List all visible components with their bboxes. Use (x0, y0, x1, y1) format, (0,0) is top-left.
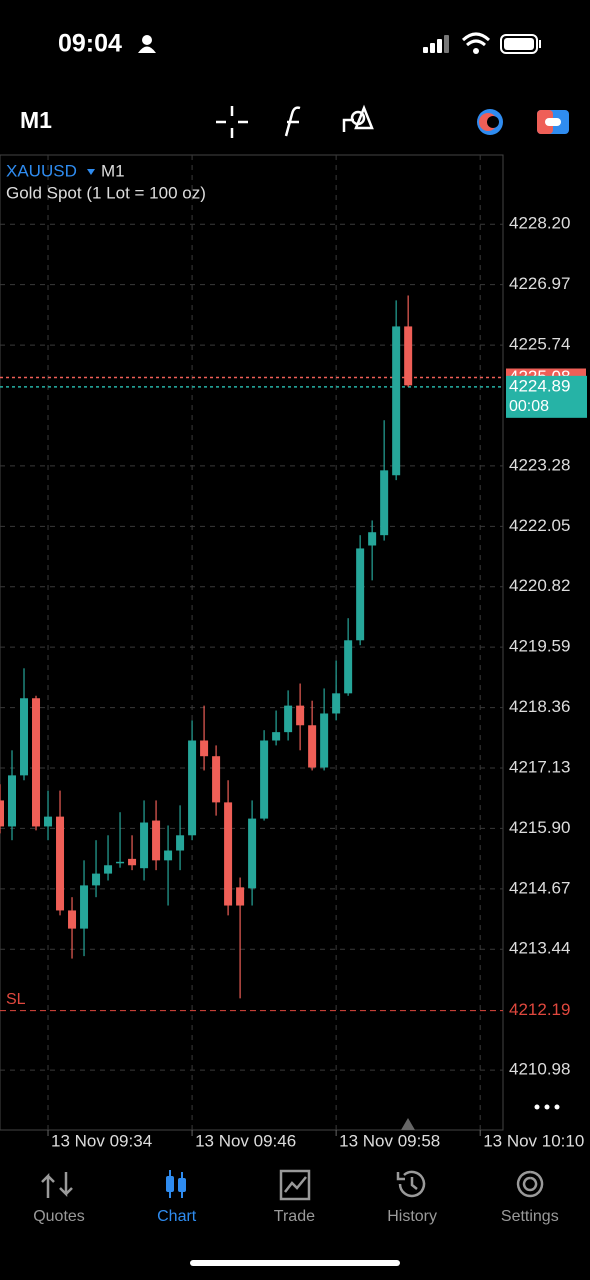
toolbar-icons[interactable] (216, 104, 374, 138)
candle-body (404, 326, 413, 386)
y-tick-label: 4215.90 (509, 818, 570, 837)
tab[interactable]: Quotes (33, 1172, 85, 1225)
y-tick-label: 4214.67 (509, 878, 570, 897)
x-tick-label: 13 Nov 09:34 (51, 1131, 152, 1150)
candle-body (380, 470, 389, 536)
y-tick-label: 4220.82 (509, 576, 570, 595)
tab[interactable]: History (387, 1170, 437, 1225)
candle-body (32, 698, 41, 827)
candle-body (272, 732, 281, 741)
candle-body (368, 532, 377, 546)
y-tick-label: 4219.59 (509, 637, 570, 656)
candle-body (140, 822, 149, 869)
timeframe-button[interactable]: M1 (20, 107, 52, 133)
candle-body (212, 756, 221, 803)
candle-body (200, 740, 209, 757)
bid-label-box (506, 375, 587, 418)
tab-icon (279, 1169, 311, 1201)
y-tick-label: 4223.28 (509, 455, 570, 474)
tab-icon (41, 1172, 73, 1198)
x-tick-label: 13 Nov 09:46 (195, 1131, 296, 1150)
candle-body (20, 698, 29, 776)
candle-body (284, 705, 293, 733)
status-icons (138, 32, 541, 54)
candle-body (260, 740, 269, 819)
candle-body (248, 818, 257, 889)
y-tick-label: 4228.20 (509, 214, 570, 233)
candle-body (92, 873, 101, 886)
symbol-arrow (87, 169, 95, 175)
home-indicator (190, 1260, 400, 1266)
candle-body (356, 548, 365, 641)
candle-body (320, 713, 329, 768)
candle-body (236, 887, 245, 906)
y-tick-label: 4222.05 (509, 516, 570, 535)
tab[interactable]: Trade (274, 1169, 315, 1225)
tab-label: Chart (157, 1208, 197, 1225)
toolbar-badges[interactable] (477, 109, 569, 135)
y-tick-label: 4210.98 (509, 1060, 570, 1079)
candle-body (164, 850, 173, 861)
tab[interactable]: Chart (157, 1170, 197, 1225)
candle-body (80, 885, 89, 929)
stop-loss-label: SL (6, 991, 26, 1008)
tab-icon (396, 1170, 426, 1198)
chart-timeframe: M1 (101, 161, 125, 180)
candles (0, 295, 413, 999)
symbol-description: Gold Spot (1 Lot = 100 oz) (6, 183, 206, 202)
candle-body (68, 910, 77, 929)
y-tick-label: 4225.74 (509, 335, 570, 354)
clock: 09:04 (58, 30, 122, 58)
candle-body (392, 326, 401, 476)
candle-body (308, 725, 317, 768)
candle-body (224, 802, 233, 906)
tab[interactable]: Settings (501, 1170, 559, 1225)
y-tick-label: 4213.44 (509, 939, 570, 958)
candle-body (344, 640, 353, 694)
bid-label: 4224.89 (509, 376, 570, 395)
candle-body (8, 775, 17, 827)
tab-label: History (387, 1208, 437, 1225)
axes: 4228.20 4226.97 4225.74 4223.28 4222.05 4220.… (47, 214, 587, 1150)
y-tick-label: 4218.36 (509, 697, 570, 716)
candle-body (176, 835, 185, 851)
candle-body (188, 740, 197, 836)
candle-body (104, 865, 113, 874)
candle-body (152, 820, 161, 861)
current-bar-marker (401, 1118, 415, 1130)
x-tick-label: 13 Nov 10:10 (483, 1131, 584, 1150)
tab-label: Trade (274, 1208, 315, 1225)
y-tick-label: 4217.13 (509, 757, 570, 776)
grid (0, 155, 503, 1130)
candle-body (0, 800, 4, 827)
y-tick-label: 4226.97 (509, 274, 570, 293)
x-tick-label: 13 Nov 09:58 (339, 1131, 440, 1150)
stop-loss-price: 4212.19 (509, 1000, 570, 1019)
tab-bar: Quotes Chart Trade History Settings (33, 1169, 559, 1225)
tab-label: Settings (501, 1208, 559, 1225)
tab-icon (516, 1170, 544, 1198)
candle-body (332, 693, 341, 714)
candle-body (44, 816, 53, 827)
candle-body (56, 816, 65, 911)
candle-body (116, 861, 125, 864)
bid-countdown: 00:08 (509, 398, 549, 415)
candle-body (296, 705, 305, 726)
plot-frame (0, 154, 504, 1131)
tab-label: Quotes (33, 1208, 85, 1225)
more-button[interactable] (534, 1104, 560, 1110)
symbol[interactable]: XAUUSD (6, 161, 77, 180)
candle-body (128, 858, 137, 866)
